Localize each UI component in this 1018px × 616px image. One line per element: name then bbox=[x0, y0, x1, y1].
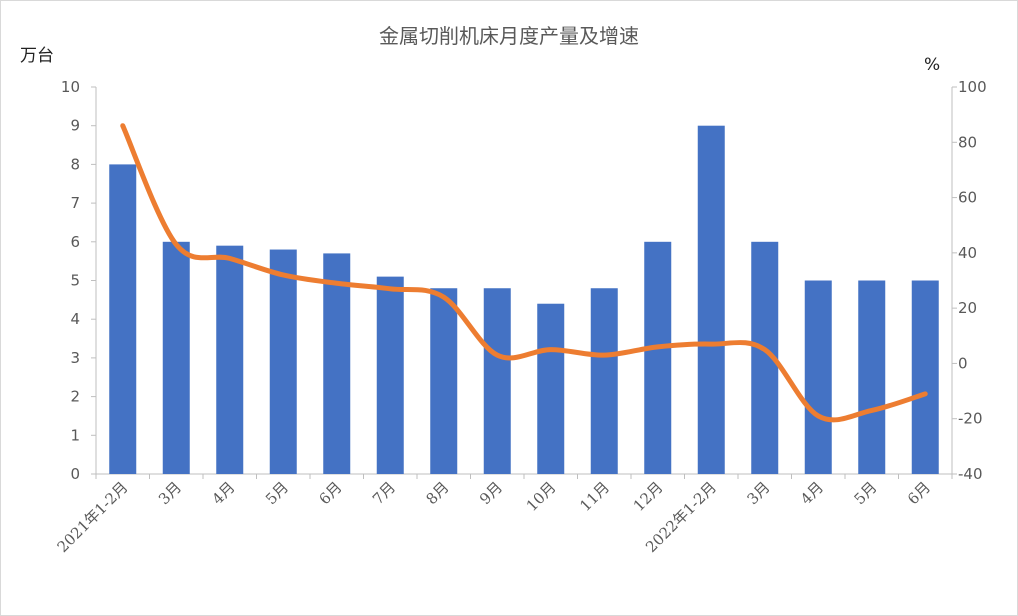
left-tick-label: 9 bbox=[70, 117, 80, 135]
category-label: 2021年1-2月 bbox=[54, 478, 132, 556]
left-tick-label: 2 bbox=[70, 388, 80, 406]
left-tick-label: 0 bbox=[70, 465, 80, 483]
growth-line bbox=[120, 123, 928, 423]
category-label: 12月 bbox=[630, 478, 667, 515]
line-series bbox=[120, 123, 928, 423]
bar bbox=[216, 245, 244, 474]
bar bbox=[430, 288, 458, 474]
right-tick-labels: -40 -20 0 20 40 60 80 100 bbox=[958, 78, 987, 483]
category-label: 5月 bbox=[850, 478, 880, 508]
bar bbox=[911, 280, 939, 474]
right-tick-label: -20 bbox=[958, 410, 983, 428]
right-tick-label: 80 bbox=[958, 133, 977, 151]
bar bbox=[644, 241, 672, 474]
right-tick-label: 20 bbox=[958, 299, 977, 317]
category-label: 3月 bbox=[743, 478, 773, 508]
bar bbox=[590, 288, 618, 474]
category-labels: 2021年1-2月 3月 4月 5月 6月 7月 8月 9月 10月 11月 12月2022年1-2… bbox=[54, 478, 935, 556]
right-tick-label: 60 bbox=[958, 189, 977, 207]
bar bbox=[697, 125, 725, 474]
category-label: 7月 bbox=[369, 478, 399, 508]
bar bbox=[858, 280, 886, 474]
left-tick-label: 5 bbox=[70, 272, 80, 290]
category-label: 4月 bbox=[208, 478, 238, 508]
left-tick-label: 1 bbox=[70, 426, 80, 444]
right-tick-label: 40 bbox=[958, 244, 977, 262]
left-tick-label: 10 bbox=[61, 78, 80, 96]
category-label: 10月 bbox=[523, 478, 560, 515]
category-label: 3月 bbox=[155, 478, 185, 508]
bar bbox=[483, 288, 511, 474]
category-label: 11月 bbox=[576, 478, 613, 515]
left-tick-labels: 0 1 2 3 4 5 6 7 8 9 10 bbox=[61, 78, 80, 483]
bar bbox=[376, 276, 404, 474]
right-tick-label: -40 bbox=[958, 465, 983, 483]
left-axis-unit: 万台 bbox=[20, 46, 54, 66]
right-tick-label: 100 bbox=[958, 78, 987, 96]
right-axis-unit: % bbox=[924, 55, 940, 75]
bar-series bbox=[109, 125, 939, 474]
bar bbox=[323, 253, 351, 474]
category-label: 5月 bbox=[262, 478, 292, 508]
right-tick-label: 0 bbox=[958, 354, 968, 372]
left-tick-label: 6 bbox=[70, 233, 80, 251]
category-label: 9月 bbox=[476, 478, 506, 508]
category-label: 6月 bbox=[315, 478, 345, 508]
chart-title: 金属切削机床月度产量及增速 bbox=[379, 24, 639, 48]
left-tick-label: 7 bbox=[70, 194, 80, 212]
bar bbox=[537, 303, 565, 474]
bar bbox=[804, 280, 832, 474]
bar bbox=[162, 241, 190, 474]
left-tick-label: 8 bbox=[70, 155, 80, 173]
category-label: 8月 bbox=[422, 478, 452, 508]
left-tick-label: 3 bbox=[70, 349, 80, 367]
category-label: 4月 bbox=[797, 478, 827, 508]
bar bbox=[269, 249, 297, 474]
left-tick-label: 4 bbox=[70, 310, 80, 328]
bar bbox=[109, 164, 137, 474]
category-label: 6月 bbox=[904, 478, 934, 508]
